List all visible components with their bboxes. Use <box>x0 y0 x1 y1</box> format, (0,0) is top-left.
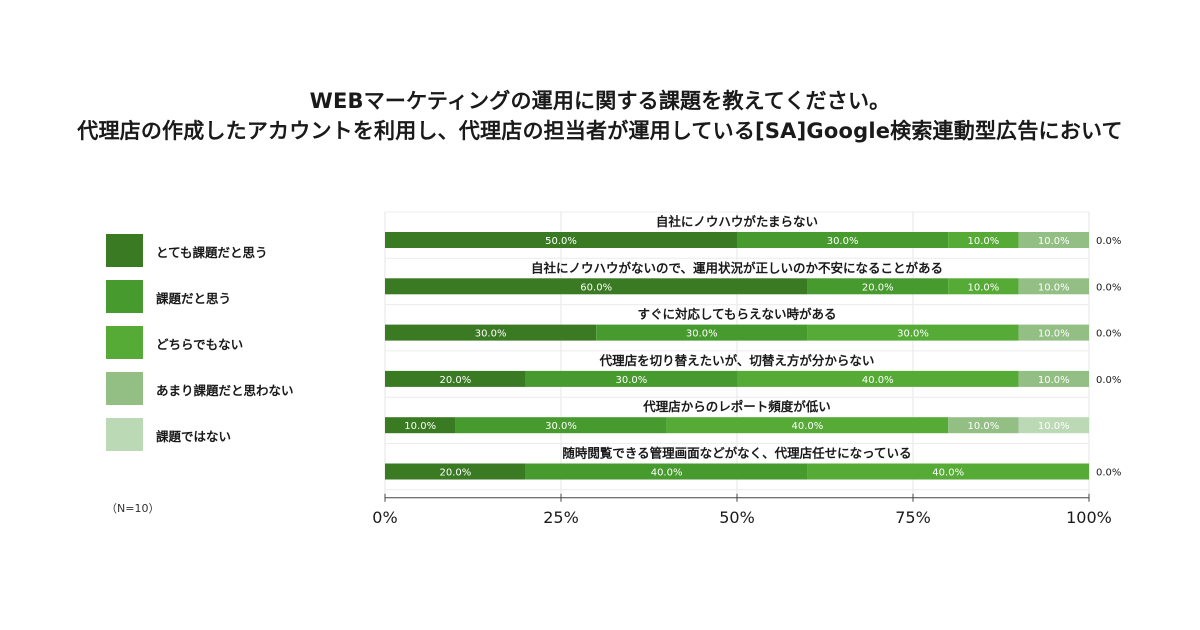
data-label-5-2: 40.0% <box>932 468 964 479</box>
legend-label-not-issue: 課題ではない <box>156 429 232 444</box>
data-label-0-3: 10.0% <box>1038 236 1070 247</box>
chart-title-line-2: 代理店の作成したアカウントを利用し、代理店の担当者が運用している[SA]Goog… <box>77 119 1123 143</box>
x-tick-label-4: 100% <box>1066 508 1112 527</box>
data-label-2-0: 30.0% <box>475 329 507 340</box>
data-label-0-2: 10.0% <box>968 236 1000 247</box>
legend-swatch-neutral <box>106 326 143 359</box>
data-label-4-3: 10.0% <box>968 421 1000 432</box>
data-label-3-1: 30.0% <box>616 375 648 386</box>
legend-label-very-much: とても課題だと思う <box>156 245 268 260</box>
bar-segment-3-2 <box>737 370 1019 387</box>
bar-segment-0-3 <box>1018 232 1089 248</box>
bar-segment-2-2 <box>807 324 1019 341</box>
bar-segment-4-1 <box>455 417 667 434</box>
bar-segment-2-3 <box>1018 324 1089 341</box>
outside-label-5: 0.0% <box>1096 468 1121 479</box>
legend-item-not-much: あまり課題だと思わない <box>106 372 366 418</box>
category-label-0: 自社にノウハウがたまらない <box>656 214 818 229</box>
legend-label-neutral: どちらでもない <box>156 337 244 352</box>
sample-size-note: （N=10） <box>106 502 160 515</box>
bar-segment-4-4 <box>1018 417 1089 434</box>
category-label-5: 随時閲覧できる管理画面などがなく、代理店任せになっている <box>562 446 911 461</box>
bar-segment-5-0 <box>385 463 526 480</box>
legend-item-yes: 課題だと思う <box>106 280 366 326</box>
legend: とても課題だと思う 課題だと思う どちらでもない あまり課題だと思わない 課題で… <box>106 234 366 464</box>
category-label-3: 代理店を切り替えたいが、切替え方が分からない <box>599 353 875 368</box>
data-label-4-2: 40.0% <box>792 421 824 432</box>
legend-label-not-much: あまり課題だと思わない <box>156 383 294 398</box>
data-label-4-4: 10.0% <box>1038 421 1070 432</box>
bar-segment-2-0 <box>385 324 597 341</box>
legend-swatch-very-much <box>106 234 143 267</box>
bar-segment-1-2 <box>948 278 1019 295</box>
data-label-5-1: 40.0% <box>651 468 683 479</box>
data-label-1-1: 20.0% <box>862 282 894 293</box>
legend-item-very-much: とても課題だと思う <box>106 234 366 280</box>
data-label-3-2: 40.0% <box>862 375 894 386</box>
data-label-1-2: 10.0% <box>968 282 1000 293</box>
x-tick-label-1: 25% <box>543 508 579 527</box>
bar-segment-5-1 <box>525 463 808 480</box>
data-label-0-1: 30.0% <box>827 236 859 247</box>
legend-item-not-issue: 課題ではない <box>106 418 366 464</box>
bar-segment-1-3 <box>1018 278 1089 295</box>
data-label-0-0: 50.0% <box>545 236 577 247</box>
chart-title-line-1: WEBマーケティングの運用に関する課題を教えてください。 <box>309 89 891 113</box>
bar-segment-2-1 <box>596 324 808 341</box>
outside-label-3: 0.0% <box>1096 375 1121 386</box>
x-tick-label-3: 75% <box>895 508 931 527</box>
data-label-4-1: 30.0% <box>545 421 577 432</box>
outside-label-1: 0.0% <box>1096 282 1121 293</box>
data-label-5-0: 20.0% <box>440 468 472 479</box>
data-label-1-0: 60.0% <box>580 282 612 293</box>
data-label-2-1: 30.0% <box>686 329 718 340</box>
legend-swatch-not-issue <box>106 418 143 451</box>
bar-segment-0-0 <box>385 232 737 248</box>
x-tick-label-2: 50% <box>719 508 755 527</box>
bar-segment-0-2 <box>948 232 1019 248</box>
bar-segment-1-0 <box>385 278 808 295</box>
bar-segment-3-1 <box>525 370 737 387</box>
bar-segment-4-0 <box>385 417 456 434</box>
legend-swatch-not-much <box>106 372 143 405</box>
bar-segment-3-0 <box>385 370 526 387</box>
bar-segment-4-3 <box>948 417 1019 434</box>
data-label-2-3: 10.0% <box>1038 329 1070 340</box>
legend-item-neutral: どちらでもない <box>106 326 366 372</box>
bar-segment-5-2 <box>807 463 1089 480</box>
data-label-4-0: 10.0% <box>404 421 436 432</box>
data-label-3-3: 10.0% <box>1038 375 1070 386</box>
data-label-2-2: 30.0% <box>897 329 929 340</box>
bar-segment-1-1 <box>807 278 949 295</box>
outside-label-2: 0.0% <box>1096 329 1121 340</box>
bar-segment-0-1 <box>737 232 949 248</box>
outside-label-0: 0.0% <box>1096 236 1121 247</box>
bar-segment-4-2 <box>666 417 949 434</box>
category-label-4: 代理店からのレポート頻度が低い <box>642 399 831 414</box>
x-tick-label-0: 0% <box>372 508 397 527</box>
category-label-2: すぐに対応してもらえない時がある <box>637 307 836 322</box>
data-label-3-0: 20.0% <box>440 375 472 386</box>
category-label-1: 自社にノウハウがないので、運用状況が正しいのか不安になることがある <box>531 260 943 275</box>
legend-label-yes: 課題だと思う <box>156 291 232 306</box>
legend-swatch-yes <box>106 280 143 313</box>
bar-segment-3-3 <box>1018 370 1089 387</box>
data-label-1-3: 10.0% <box>1038 282 1070 293</box>
